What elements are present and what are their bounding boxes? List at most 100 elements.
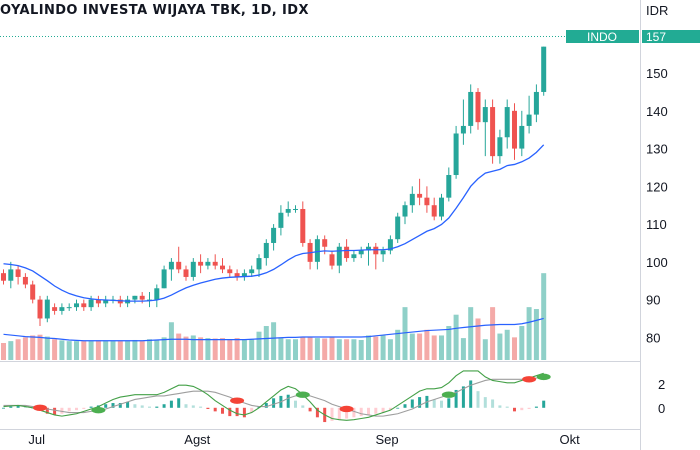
macd-histogram-bar	[82, 407, 86, 409]
candle	[424, 186, 430, 213]
candle	[59, 303, 65, 315]
candle-body	[526, 114, 532, 126]
last-price-badge	[642, 30, 700, 43]
candle	[285, 201, 291, 217]
volume-bar	[74, 341, 79, 360]
candle	[402, 201, 408, 225]
candle	[431, 197, 437, 221]
price-tick-label: 150	[646, 66, 668, 81]
candle-body	[95, 299, 101, 304]
candle	[351, 250, 357, 262]
volume-bar	[220, 338, 225, 360]
crossover-marker	[536, 373, 551, 381]
macd-histogram-bar	[177, 398, 181, 408]
volume-bar	[256, 331, 262, 360]
volume-bar	[504, 329, 510, 360]
candle-body	[256, 258, 262, 270]
candle	[161, 265, 167, 289]
candle	[117, 295, 123, 308]
macd-histogram-bar	[469, 380, 473, 408]
macd-histogram-bar	[432, 399, 436, 408]
volume-bar	[227, 339, 233, 360]
candle-body	[44, 299, 50, 319]
candle	[482, 99, 488, 157]
macd-histogram-bar	[505, 406, 509, 408]
last-price-label: 157	[646, 30, 666, 44]
price-tick-label: 130	[646, 142, 668, 157]
candle	[212, 254, 218, 270]
macd-histogram-bar	[228, 407, 232, 417]
candle	[541, 46, 547, 96]
macd-histogram-bar	[374, 407, 378, 414]
candle	[37, 295, 43, 327]
volume-bar	[52, 339, 58, 360]
candle-body	[66, 307, 72, 309]
macd-histogram-bar	[308, 407, 312, 412]
volume-bar	[344, 339, 350, 360]
candle	[220, 258, 225, 274]
candle	[95, 295, 101, 308]
macd-histogram-bar	[133, 404, 137, 408]
candle	[110, 295, 116, 304]
candle-body	[366, 246, 371, 251]
candle	[512, 103, 517, 160]
candle-body	[504, 107, 510, 138]
crossover-marker	[522, 376, 537, 383]
macd-histogram-bar	[126, 401, 130, 408]
volume-bar	[110, 341, 116, 360]
candle-body	[249, 269, 255, 274]
candle	[154, 284, 160, 308]
macd-histogram-bar	[221, 407, 224, 414]
candle-body	[278, 212, 284, 228]
macd-histogram-bar	[162, 404, 166, 408]
candle	[468, 84, 474, 134]
crossover-marker	[295, 391, 310, 398]
candle	[314, 235, 320, 270]
candle-body	[205, 261, 211, 266]
macd-histogram-bar	[148, 406, 151, 408]
candle-body	[183, 269, 189, 277]
crossover-marker	[339, 405, 354, 413]
candle	[453, 125, 459, 179]
price-tick-label: 140	[646, 104, 668, 119]
volume-bar	[271, 322, 277, 360]
candle	[234, 269, 240, 281]
crossover-marker	[91, 406, 106, 414]
macd-histogram-bar	[169, 400, 173, 408]
candle	[504, 99, 510, 149]
volume-bar	[402, 307, 408, 360]
candle	[176, 246, 182, 274]
volume-bar	[541, 273, 547, 360]
macd-histogram-bar	[461, 386, 465, 408]
macd-histogram-bar	[491, 399, 495, 408]
candle	[205, 258, 211, 270]
candle-body	[81, 303, 87, 308]
macd-histogram-bar	[264, 403, 268, 408]
candle	[271, 224, 277, 251]
candle	[387, 235, 393, 255]
macd-histogram-bar	[45, 407, 49, 414]
candle	[490, 99, 496, 164]
volume-bar	[263, 326, 269, 360]
volume-bar	[424, 329, 430, 360]
candle-body	[512, 110, 517, 149]
candle-body	[234, 273, 240, 277]
macd-histogram-bar	[440, 400, 443, 408]
candle-body	[446, 175, 452, 198]
volume-bar	[8, 341, 14, 360]
volume-bar	[249, 339, 255, 360]
candle	[395, 212, 401, 243]
macd-histogram-bar	[527, 407, 531, 409]
candle	[366, 242, 371, 266]
volume-bar	[37, 334, 43, 360]
macd-histogram-bar	[206, 407, 210, 409]
candle	[190, 258, 196, 281]
macd-histogram-bar	[396, 407, 400, 409]
candle-body	[285, 208, 291, 213]
macd-histogram-bar	[2, 407, 5, 409]
macd-histogram-bar	[23, 406, 27, 408]
volume-bar	[460, 338, 466, 360]
volume-bar	[234, 338, 240, 360]
candle	[44, 295, 50, 323]
